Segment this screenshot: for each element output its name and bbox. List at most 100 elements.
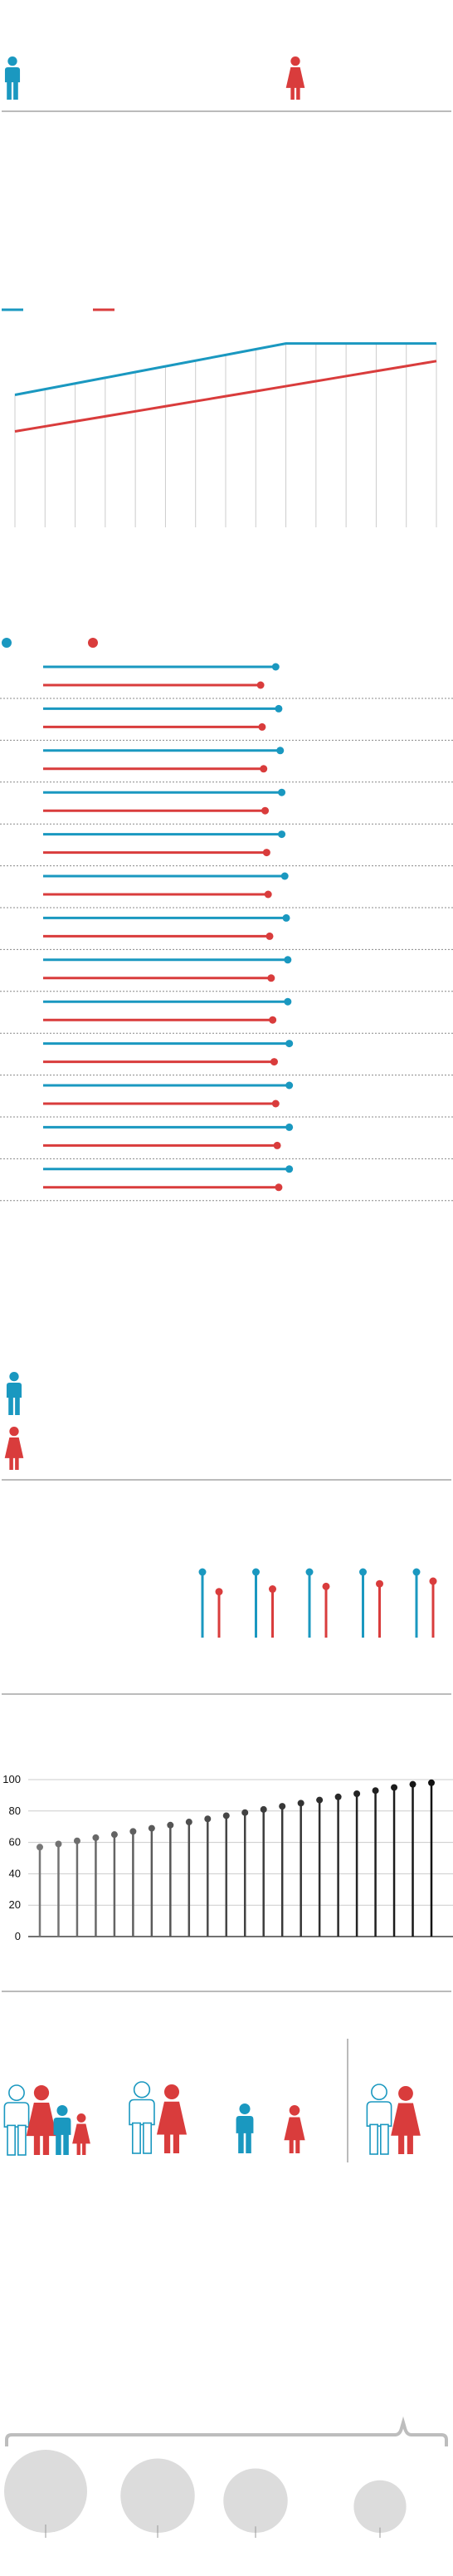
bar-end-dot-1 [262, 849, 270, 857]
female-person-icon [284, 2105, 305, 2153]
dress [285, 67, 305, 88]
series-line-1 [14, 360, 437, 433]
couple-icon [366, 2084, 421, 2155]
stem-dot [204, 1815, 212, 1823]
stem-dot [129, 1828, 137, 1835]
man-icon [366, 2084, 392, 2155]
bar-end-dot-0 [285, 1165, 294, 1173]
man-icon [129, 2081, 155, 2154]
head [76, 2113, 86, 2123]
right-leg [143, 2122, 153, 2154]
woman-icon [391, 2086, 421, 2154]
torso [236, 2116, 254, 2133]
y-tick-label: 100 [2, 1773, 21, 1785]
head [398, 2086, 413, 2101]
bar-end-dot-0 [271, 663, 280, 671]
stem-dot [37, 1844, 43, 1851]
legend-dot-1 [88, 638, 98, 648]
stem-dot [316, 1796, 324, 1804]
dress [391, 2103, 421, 2136]
stem-dot-1 [269, 1585, 276, 1594]
bar-end-dot-1 [265, 932, 274, 940]
female-person-icon [4, 1427, 24, 1470]
dress [156, 2101, 188, 2135]
right-leg [15, 1396, 20, 1415]
left-leg [290, 86, 295, 100]
head [8, 2084, 25, 2102]
stem-dot [167, 1821, 174, 1829]
stem-dot [185, 1819, 192, 1826]
single-pair-icon [236, 2103, 305, 2153]
left-leg [398, 2133, 405, 2154]
bubble [223, 2468, 288, 2534]
right-leg [380, 2123, 389, 2155]
stem-dot [428, 1779, 435, 1786]
head [9, 1372, 19, 1382]
left-leg [33, 2134, 41, 2155]
head [239, 2103, 251, 2115]
left-leg [7, 2124, 16, 2156]
stem-dot [241, 1809, 249, 1816]
stem-dot [391, 1784, 398, 1791]
header-icons [2, 56, 451, 112]
head [133, 2081, 151, 2099]
torso [4, 67, 21, 83]
couple-icon [129, 2081, 188, 2154]
head [289, 2105, 300, 2116]
right-leg [407, 2133, 413, 2154]
head [33, 2085, 50, 2101]
bar-end-dot-0 [284, 997, 292, 1006]
head [163, 2084, 180, 2100]
left-leg [7, 81, 12, 100]
stem-dot [372, 1787, 379, 1795]
bar-end-dot-0 [284, 956, 292, 964]
bar-end-dot-1 [273, 1141, 281, 1149]
bubble [4, 2450, 87, 2533]
mother-icon [26, 2085, 57, 2155]
stem-dot-1 [376, 1579, 383, 1588]
head [7, 56, 17, 66]
bar-end-dot-1 [267, 974, 275, 982]
left-leg [238, 2132, 244, 2153]
head [9, 1427, 19, 1437]
stem-dot [353, 1790, 361, 1798]
torso [129, 2099, 155, 2126]
stem-dot-0 [252, 1568, 260, 1576]
torso [366, 2101, 392, 2128]
left-leg [56, 2133, 61, 2155]
stem-dot [409, 1780, 416, 1788]
torso [3, 2102, 30, 2128]
y-tick-label: 60 [9, 1836, 21, 1849]
bar-end-dot-0 [285, 1040, 294, 1048]
series-line-0 [14, 342, 436, 396]
left-leg [163, 2133, 171, 2153]
family-icon [3, 2084, 90, 2156]
bar-end-dot-0 [285, 1123, 294, 1131]
stem-dot-1 [215, 1588, 223, 1596]
bar-end-dot-0 [278, 830, 286, 839]
stem-dot [222, 1812, 230, 1819]
bar-end-dot-0 [285, 1081, 294, 1090]
left-leg [76, 2143, 80, 2155]
left-leg [9, 1457, 13, 1470]
right-leg [295, 2138, 300, 2153]
son-icon [53, 2105, 71, 2155]
stem-chart: 0 20 40 60 80 100 [2, 1773, 453, 1992]
bar-end-dot-1 [269, 1016, 277, 1024]
stem-dot-0 [305, 1568, 314, 1576]
bar-end-dot-0 [282, 913, 290, 922]
right-leg [63, 2133, 69, 2155]
bar-end-dot-0 [278, 788, 286, 796]
stem-dot [297, 1800, 304, 1807]
bubble-chart [4, 2416, 448, 2538]
bubble [353, 2480, 407, 2533]
stem-dot-0 [198, 1568, 207, 1576]
bar-end-dot-1 [258, 722, 266, 731]
legend-dot-0 [2, 638, 12, 648]
torso [6, 1383, 22, 1398]
bar-end-dot-1 [260, 765, 268, 773]
family-icons [3, 2039, 421, 2162]
dress [4, 1437, 24, 1458]
right-leg [42, 2134, 50, 2155]
female-person-icon [285, 56, 305, 100]
